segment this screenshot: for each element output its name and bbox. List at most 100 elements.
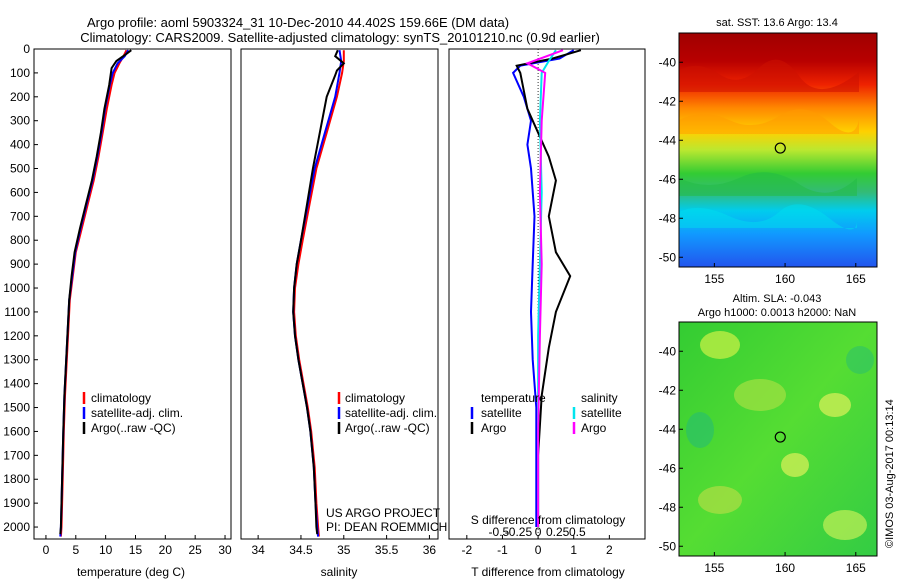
x-tick-label: -2 (461, 543, 472, 557)
legend-climatology-label: climatology (345, 391, 405, 405)
y-tick-label: -44 (659, 133, 677, 147)
y-tick-label: 200 (10, 90, 30, 104)
legend-salinity-title: salinity (581, 391, 618, 405)
sla-blob (734, 379, 786, 411)
x-tick-label: 20 (159, 543, 173, 557)
x-tick-label: 155 (704, 561, 724, 575)
legend-argo-label: Argo(..raw -QC) (345, 421, 430, 435)
y-tick-label: 1700 (3, 448, 30, 462)
sla-frame (678, 321, 878, 557)
x-tick-label: 0 (535, 543, 542, 557)
x-tick-label: 34 (251, 543, 265, 557)
y-tick-label: 0 (23, 42, 30, 56)
x-tick-label: 160 (775, 561, 795, 575)
salinity-xlabel: salinity (321, 565, 358, 579)
x-tick-label: 2 (606, 543, 613, 557)
legend-sal-argo-label: Argo (581, 421, 607, 435)
sla-title-line1: Altim. SLA: -0.043 (733, 293, 822, 305)
x-tick-label: 10 (99, 543, 113, 557)
difference-legend: temperature satellite Argo salinity sate… (470, 391, 622, 435)
salinity-legend: climatology satellite-adj. clim. Argo(..… (337, 391, 437, 435)
legend-satellite-label: satellite-adj. clim. (345, 406, 437, 420)
s-tick-label: -0.5 (489, 525, 510, 539)
sst-front-orange (679, 109, 859, 134)
x-tick-label: 35 (337, 543, 351, 557)
legend-temperature-title: temperature (481, 391, 546, 405)
sla-blob (819, 393, 851, 417)
legend-satellite-label: satellite-adj. clim. (91, 406, 183, 420)
sla-blob (686, 412, 714, 448)
y-tick-label: -44 (659, 422, 677, 436)
s-tick-label: -0.25 (505, 525, 533, 539)
y-tick-label: -50 (659, 250, 677, 264)
x-tick-label: 155 (704, 272, 724, 286)
s-tick-label: 0.5 (569, 525, 586, 539)
argo-location-marker (774, 431, 786, 443)
y-tick-label: 400 (10, 138, 30, 152)
sst-title: sat. SST: 13.6 Argo: 13.4 (716, 17, 838, 29)
y-tick-label: 600 (10, 185, 30, 199)
sst-front-green (679, 172, 857, 196)
y-tick-label: 1800 (3, 472, 30, 486)
series-line-climatology (293, 50, 345, 537)
x-tick-label: 34.5 (289, 543, 313, 557)
sst-front-red (679, 59, 859, 92)
series-line-satellite (292, 50, 343, 537)
series-line-argo (59, 49, 132, 535)
y-tick-label: -46 (659, 461, 677, 475)
series-line-temp-satellite (511, 49, 575, 527)
argo-location-marker (774, 142, 786, 154)
y-tick-label: -46 (659, 172, 677, 186)
t-difference-xlabel: T difference from climatology (471, 565, 625, 579)
y-tick-label: 1200 (3, 329, 30, 343)
legend-temp-satellite-label: satellite (481, 406, 522, 420)
y-tick-label: 1000 (3, 281, 30, 295)
y-tick-label: 1600 (3, 424, 30, 438)
legend-climatology-label: climatology (91, 391, 151, 405)
y-tick-label: -40 (659, 344, 677, 358)
x-tick-label: 35.5 (375, 543, 399, 557)
x-tick-label: 36 (423, 543, 437, 557)
difference-panel: -2 -1 0 1 2 -0.5-0.25 0 0.25 0.5 S difference fr… (448, 48, 646, 579)
sst-front-cyan (679, 204, 858, 230)
salinity-axes-frame (240, 48, 439, 540)
sla-title-line2: Argo h1000: 0.0013 h2000: NaN (698, 307, 856, 319)
difference-axes-frame (448, 48, 646, 540)
y-tick-label: -42 (659, 94, 677, 108)
legend-sal-satellite-label: satellite (581, 406, 622, 420)
y-tick-label: 100 (10, 66, 30, 80)
y-tick-label: 800 (10, 233, 30, 247)
x-tick-label: 160 (775, 272, 795, 286)
y-tick-label: 1100 (4, 305, 30, 319)
sla-blob (700, 331, 740, 359)
y-tick-label: -48 (659, 500, 677, 514)
x-tick-label: 5 (72, 543, 79, 557)
imos-credit: ©IMOS 03-Aug-2017 00:13:14 (884, 399, 896, 548)
series-line-sal-argo (524, 49, 564, 527)
y-tick-label: 1400 (3, 377, 30, 391)
x-tick-label: 165 (846, 561, 866, 575)
y-tick-label: 700 (10, 209, 30, 223)
temperature-axes-frame (33, 48, 232, 540)
figure-title-line1: Argo profile: aoml 5903324_31 10-Dec-201… (87, 15, 509, 30)
temperature-legend: climatology satellite-adj. clim. Argo(..… (82, 391, 183, 435)
y-tick-label: -40 (659, 55, 677, 69)
s-difference-label: S difference from climatology (471, 513, 626, 527)
temperature-xlabel: temperature (deg C) (77, 565, 185, 579)
x-tick-label: 0 (43, 543, 50, 557)
sst-map: sat. SST: 13.6 Argo: 13.4 155 160 165 -40 -4… (659, 17, 878, 286)
y-tick-label: 1500 (3, 401, 30, 415)
series-line-argo (292, 49, 346, 535)
figure-title-line2: Climatology: CARS2009. Satellite-adjuste… (80, 30, 600, 45)
pi-annotation: PI: DEAN ROEMMICH (326, 520, 447, 534)
x-tick-label: 165 (846, 272, 866, 286)
sla-blob (846, 346, 874, 374)
sla-map: Altim. SLA: -0.043 Argo h1000: 0.0013 h2… (659, 293, 878, 575)
project-annotation: US ARGO PROJECT (326, 506, 441, 520)
s-tick-label: 0 (535, 525, 542, 539)
y-tick-label: -50 (659, 539, 677, 553)
y-tick-label: 500 (10, 162, 30, 176)
y-tick-label: 900 (10, 257, 30, 271)
s-tick-label: 0.25 (546, 525, 570, 539)
